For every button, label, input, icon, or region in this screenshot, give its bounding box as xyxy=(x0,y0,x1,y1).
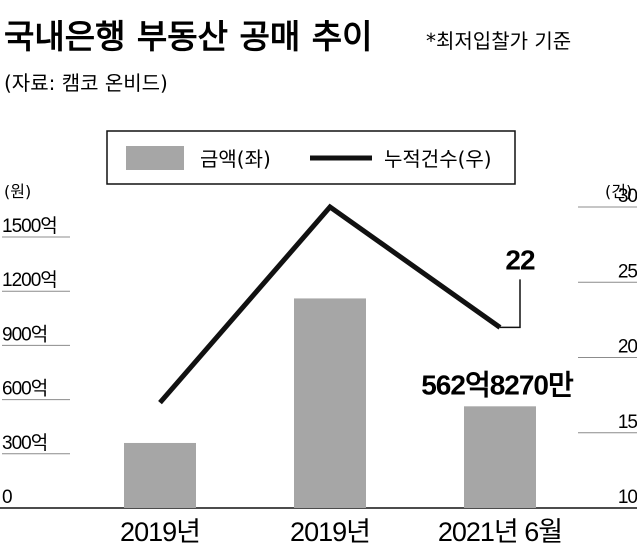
legend-bar-label: 금액(좌) xyxy=(200,147,271,171)
left-tick-label: 900억 xyxy=(2,323,47,345)
left-tick-label: 300억 xyxy=(2,432,47,454)
chart-title: 국내은행 부동산 공매 추이 xyxy=(4,17,372,56)
chart-source: (자료: 캠코 온비드) xyxy=(4,71,168,95)
category-label: 2019년 xyxy=(120,517,200,547)
bar xyxy=(124,442,196,508)
callout-leader xyxy=(500,279,521,329)
left-tick-label: 0 xyxy=(2,487,12,508)
right-tick-label: 20 xyxy=(618,337,637,358)
category-labels: 2019년 2019년 2021년 6월 xyxy=(120,517,563,547)
right-tick-label: 25 xyxy=(618,261,637,282)
ticks-layer: 0 300억 600억 900억 1200억 1500억 10 15 20 25 30 xyxy=(2,186,637,508)
bar-last-value-label: 562억8270만 xyxy=(421,369,574,400)
right-tick-label: 15 xyxy=(618,412,637,433)
right-tick-label: 10 xyxy=(618,487,637,508)
right-tick-label: 30 xyxy=(618,186,637,207)
right-axis-unit: (건) xyxy=(605,182,632,201)
bars-layer xyxy=(124,298,536,508)
left-tick-label: 1200억 xyxy=(2,269,57,291)
legend: 금액(좌) 누적건수(우) xyxy=(106,130,516,185)
annotations-layer: 22 562억8270만 xyxy=(421,244,575,400)
legend-bar-swatch xyxy=(126,146,184,170)
chart-note: *최저입찰가 기준 xyxy=(426,29,571,53)
bar xyxy=(464,406,536,508)
left-tick-label: 1500억 xyxy=(2,215,57,237)
legend-line-label: 누적건수(우) xyxy=(384,147,492,171)
bar xyxy=(294,298,366,508)
line-last-value-label: 22 xyxy=(505,244,535,275)
left-axis-unit: (원) xyxy=(4,182,31,201)
left-tick-label: 600억 xyxy=(2,378,47,400)
category-label: 2019년 xyxy=(290,517,370,547)
category-label: 2021년 6월 xyxy=(438,517,562,547)
